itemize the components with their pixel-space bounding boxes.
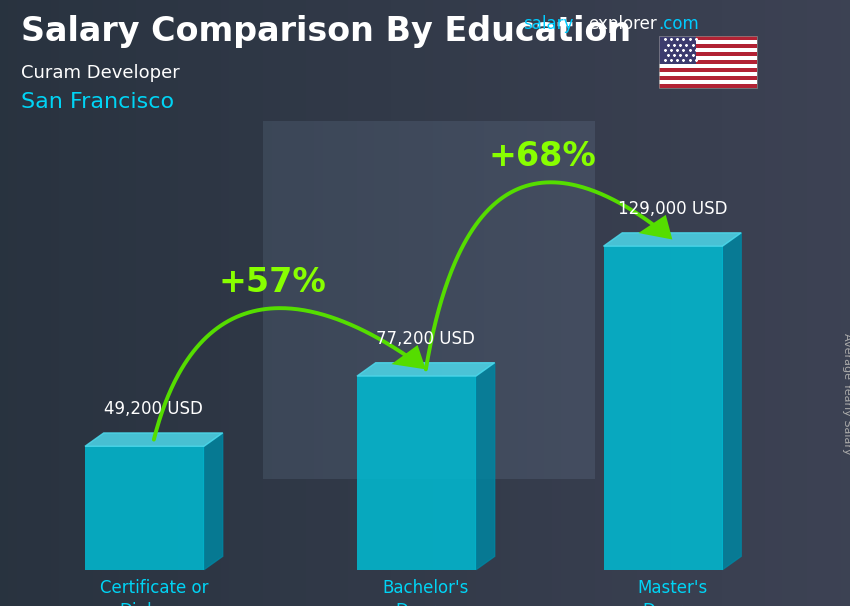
Text: Master's
Degree: Master's Degree — [638, 579, 707, 606]
Bar — [659, 72, 756, 76]
Text: +57%: +57% — [218, 266, 326, 299]
Polygon shape — [476, 363, 495, 570]
Bar — [659, 44, 756, 48]
Polygon shape — [722, 233, 741, 570]
Bar — [659, 48, 756, 52]
Bar — [357, 376, 476, 570]
Text: Certificate or
Diploma: Certificate or Diploma — [99, 579, 208, 606]
Bar — [85, 446, 204, 570]
Text: +68%: +68% — [488, 140, 596, 173]
Text: 77,200 USD: 77,200 USD — [377, 330, 475, 348]
Polygon shape — [204, 433, 223, 570]
Polygon shape — [357, 363, 495, 376]
Text: Curam Developer: Curam Developer — [21, 64, 180, 82]
Bar — [659, 41, 756, 44]
Bar — [659, 36, 696, 64]
Text: Salary Comparison By Education: Salary Comparison By Education — [21, 15, 632, 48]
Bar — [659, 36, 756, 41]
Bar — [659, 84, 756, 88]
Bar — [659, 56, 756, 60]
Text: Bachelor's
Degree: Bachelor's Degree — [382, 579, 469, 606]
Bar — [659, 36, 756, 88]
Text: 129,000 USD: 129,000 USD — [618, 200, 727, 218]
Text: San Francisco: San Francisco — [21, 92, 174, 112]
Bar — [659, 68, 756, 72]
Text: salary: salary — [523, 15, 573, 33]
Bar — [659, 80, 756, 84]
Bar — [659, 64, 756, 68]
Bar — [659, 76, 756, 80]
Bar — [604, 246, 722, 570]
Polygon shape — [85, 433, 223, 446]
Text: Average Yearly Salary: Average Yearly Salary — [842, 333, 850, 455]
Text: explorer: explorer — [588, 15, 657, 33]
Polygon shape — [604, 233, 741, 246]
Polygon shape — [392, 345, 426, 370]
Bar — [659, 60, 756, 64]
Text: 49,200 USD: 49,200 USD — [105, 400, 203, 418]
Polygon shape — [638, 215, 672, 239]
Bar — [659, 52, 756, 56]
Text: .com: .com — [659, 15, 700, 33]
